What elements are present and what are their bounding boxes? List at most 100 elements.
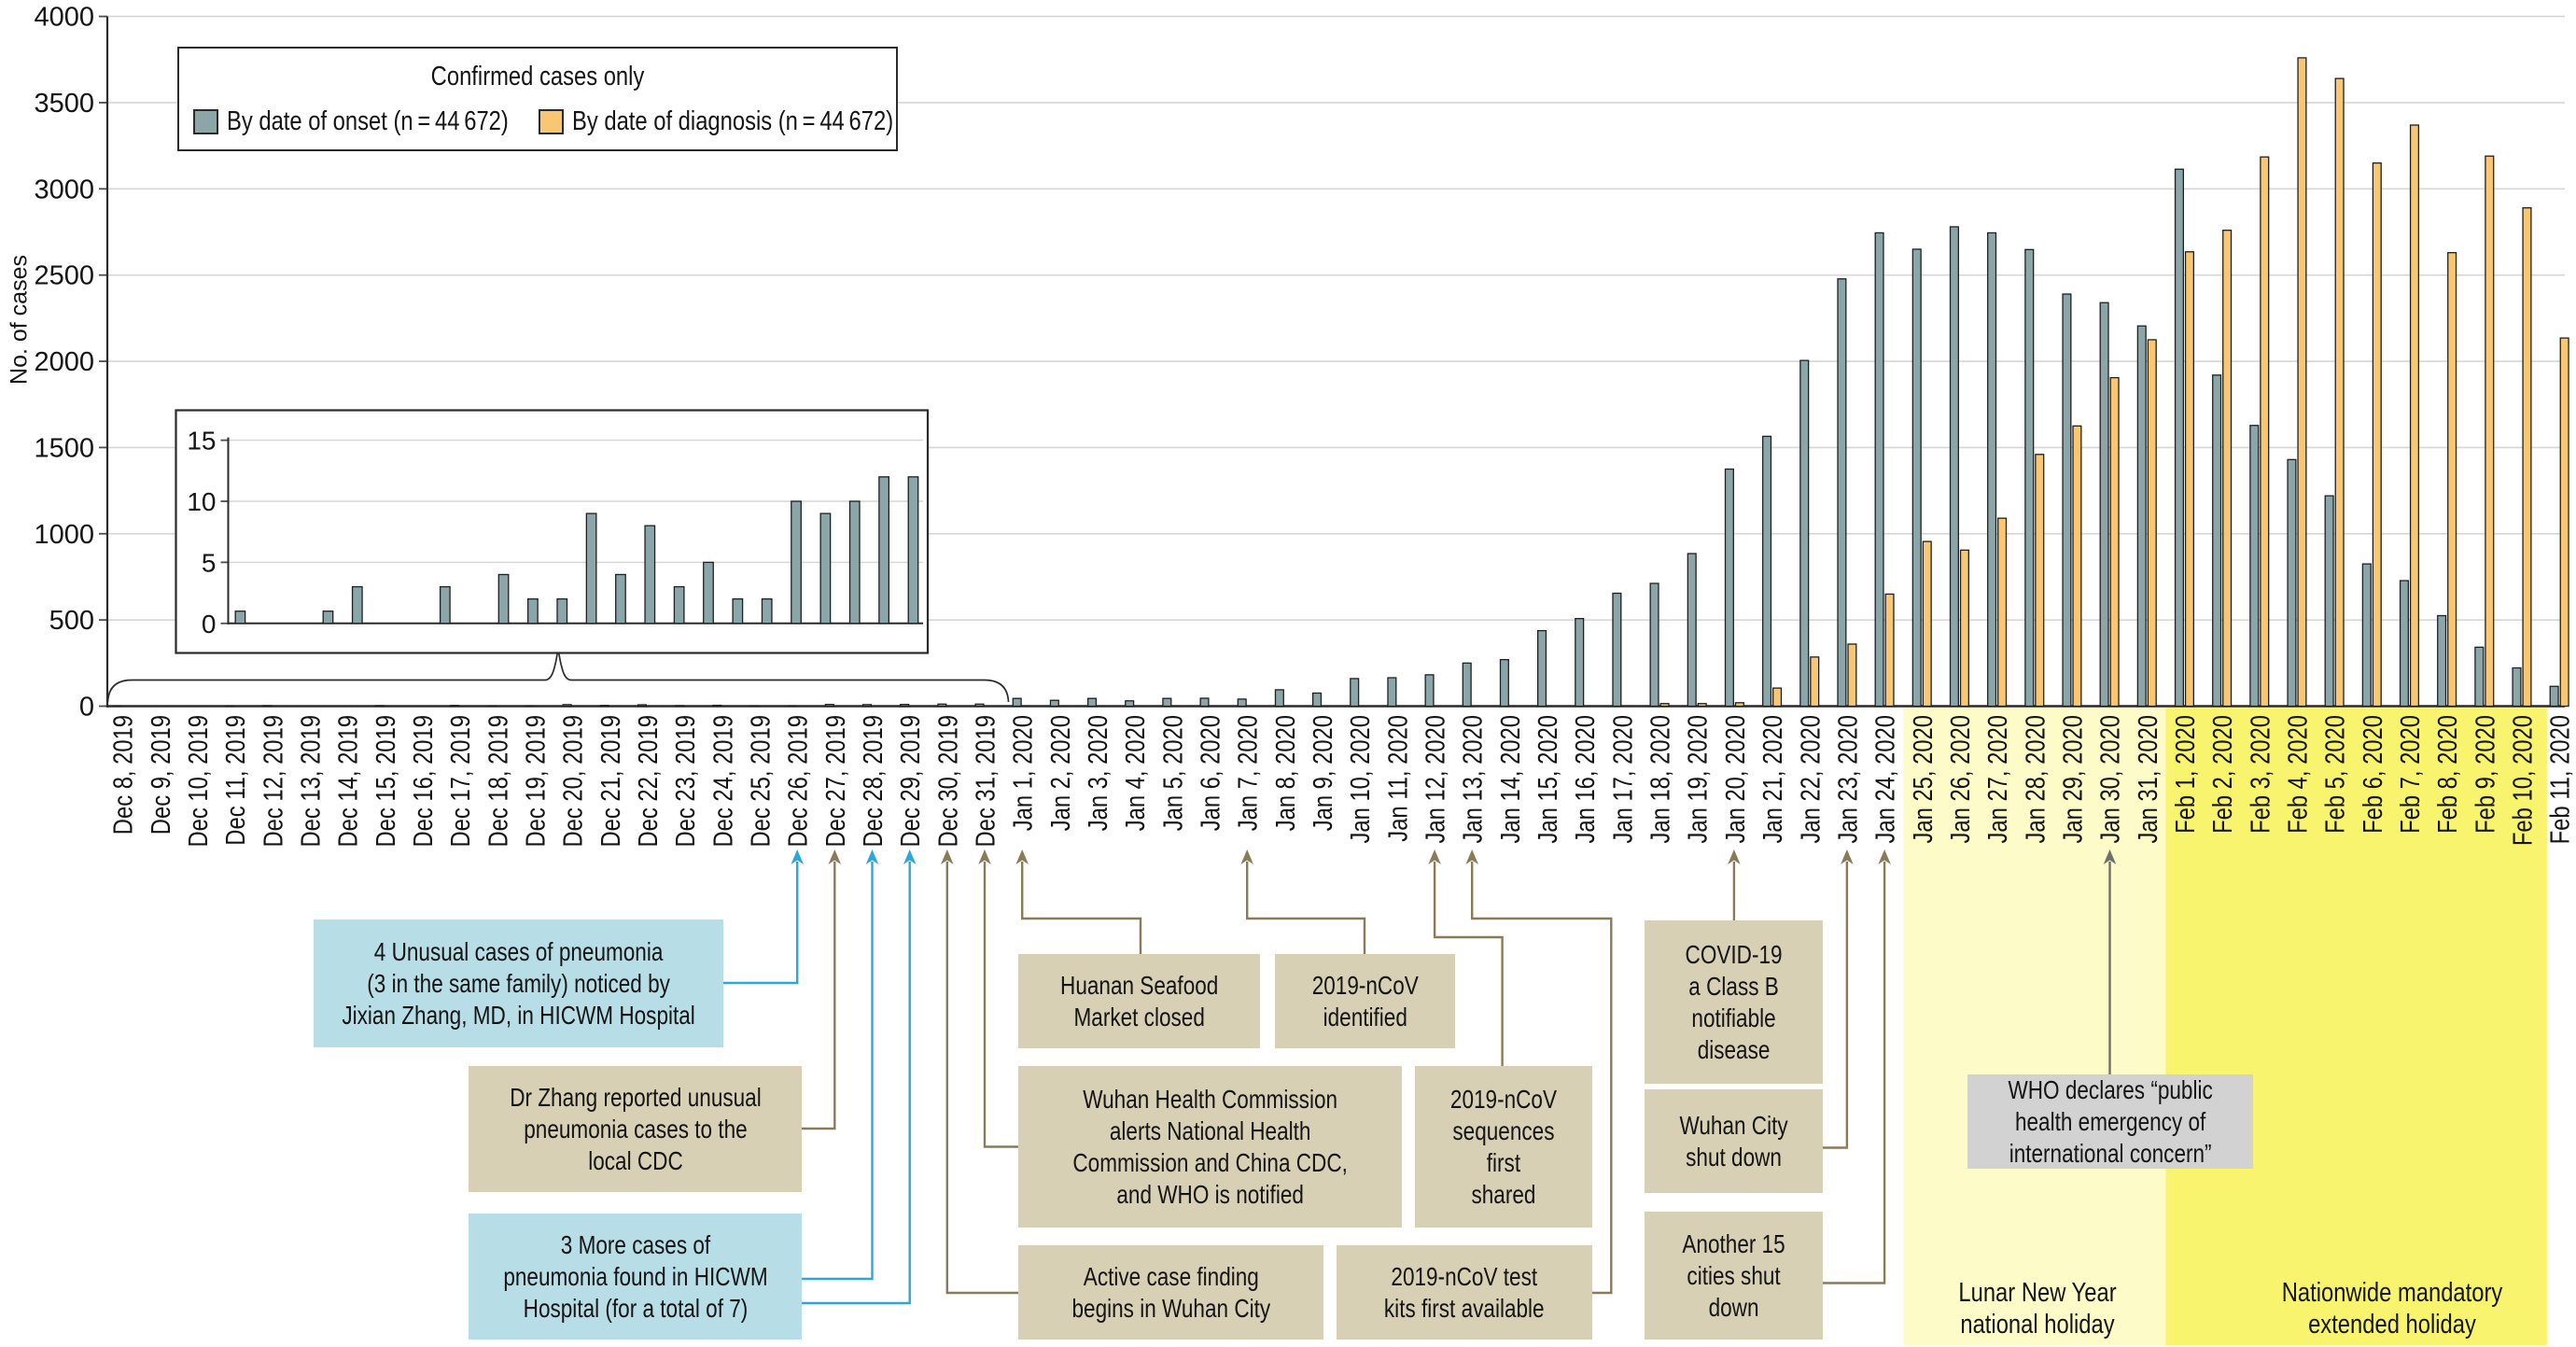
annotation-arrowhead xyxy=(1428,849,1441,864)
diagnosis-bar xyxy=(2035,454,2045,708)
annotation-text: 2019-nCoV sequences first shared xyxy=(1449,1084,1558,1209)
onset-bar xyxy=(2549,685,2559,708)
x-tick-label: Feb 11, 2020 xyxy=(2546,715,2576,844)
annotation-box-test-kits: 2019-nCoV test kits first available xyxy=(1337,1245,1592,1340)
x-tick-label: Jan 30, 2020 xyxy=(2096,715,2126,844)
annotation-text: Dr Zhang reported unusual pneumonia case… xyxy=(509,1082,762,1175)
annotation-arrowhead xyxy=(903,849,917,864)
inset-onset-bar xyxy=(819,512,832,624)
x-tick-label: Jan 23, 2020 xyxy=(1833,715,1863,844)
onset-bar xyxy=(2474,646,2485,708)
onset-bar xyxy=(1424,674,1435,708)
x-tick-label: Jan 21, 2020 xyxy=(1758,715,1788,844)
diagnosis-bar xyxy=(1884,593,1895,708)
diagnosis-bar xyxy=(1734,702,1744,708)
x-tick-label: Dec 12, 2019 xyxy=(259,715,288,848)
x-tick-label: Jan 8, 2020 xyxy=(1271,715,1301,831)
inset-onset-bar xyxy=(732,597,744,624)
diagnosis-bar xyxy=(2485,155,2495,708)
annotation-text: Another 15 cities shut down xyxy=(1682,1228,1785,1322)
x-tick-label: Jan 31, 2020 xyxy=(2134,715,2163,844)
onset-bar xyxy=(2399,580,2410,708)
x-tick-label: Dec 30, 2019 xyxy=(933,715,963,848)
onset-bar xyxy=(1499,658,1509,708)
inset-onset-bar xyxy=(527,597,539,624)
x-tick-label: Dec 8, 2019 xyxy=(109,715,139,835)
onset-bar xyxy=(2024,248,2035,708)
onset-bar xyxy=(374,705,385,708)
onset-bar xyxy=(1237,698,1247,708)
x-tick-label: Jan 27, 2020 xyxy=(1983,715,2013,844)
diagnosis-bar xyxy=(2372,161,2382,708)
annotation-arrowhead xyxy=(1841,849,1854,864)
onset-bar xyxy=(637,704,648,708)
x-tick-label: Feb 3, 2020 xyxy=(2246,715,2275,834)
y-tick-label: 1000 xyxy=(34,520,94,550)
inset-y-tick-label: 0 xyxy=(202,610,217,638)
y-tick-label: 0 xyxy=(79,693,94,723)
x-tick-label: Feb 5, 2020 xyxy=(2321,715,2351,834)
onset-bar xyxy=(2361,563,2372,708)
onset-bar xyxy=(824,704,834,708)
onset-bar xyxy=(2249,425,2260,708)
annotation-connector xyxy=(802,863,836,1130)
onset-bar xyxy=(450,705,460,708)
diagnosis-bar xyxy=(2297,57,2307,708)
x-tick-label: Jan 3, 2020 xyxy=(1084,715,1113,831)
annotation-arrowhead xyxy=(791,849,804,864)
onset-bar xyxy=(2437,614,2447,708)
y-tick-label: 4000 xyxy=(34,3,94,33)
annotation-connector xyxy=(1823,863,1886,1284)
x-tick-label: Jan 11, 2020 xyxy=(1383,715,1413,842)
x-tick-label: Jan 19, 2020 xyxy=(1684,715,1714,844)
onset-bar xyxy=(1049,699,1059,708)
x-tick-label: Dec 17, 2019 xyxy=(446,715,476,848)
y-tick-label: 2500 xyxy=(34,261,94,291)
inset-chart: 0 5 10 15 xyxy=(175,409,930,654)
y-tick-label: 3000 xyxy=(34,175,94,204)
x-tick-label: Jan 24, 2020 xyxy=(1871,715,1901,844)
x-tick-label: Jan 25, 2020 xyxy=(1909,715,1939,844)
x-tick-label: Dec 13, 2019 xyxy=(296,715,326,848)
annotation-arrowhead xyxy=(828,849,842,864)
diagnosis-bar xyxy=(2109,376,2120,708)
y-tick-label: 3500 xyxy=(34,89,94,119)
annotation-box-whc-alerts: Wuhan Health Commission alerts National … xyxy=(1018,1066,1402,1228)
x-tick-label: Dec 28, 2019 xyxy=(859,715,889,848)
diagnosis-bar xyxy=(2072,425,2082,708)
annotation-connector xyxy=(723,863,799,985)
x-tick-label: Feb 9, 2020 xyxy=(2471,715,2500,834)
holiday-label-1: Nationwide mandatory extended holiday xyxy=(2281,1278,2503,1340)
x-tick-label: Dec 29, 2019 xyxy=(896,715,926,848)
x-tick-label: Jan 17, 2020 xyxy=(1608,715,1638,844)
annotation-arrowhead xyxy=(1465,849,1478,864)
inset-y-tick-label: 15 xyxy=(187,427,216,456)
annotation-box-wuhan-shutdown: Wuhan City shut down xyxy=(1645,1089,1823,1193)
diagnosis-bar xyxy=(1959,549,1969,708)
onset-bar xyxy=(1612,592,1622,708)
annotation-box-ncov-identified: 2019-nCoV identified xyxy=(1275,954,1455,1048)
annotation-connector xyxy=(802,863,911,1305)
onset-bar xyxy=(1311,692,1323,708)
x-tick-label: Dec 26, 2019 xyxy=(784,715,814,848)
x-tick-label: Dec 15, 2019 xyxy=(371,715,401,848)
annotation-connector xyxy=(1245,863,1366,954)
annotation-box-market-closed: Huanan Seafood Market closed xyxy=(1018,954,1260,1048)
x-tick-label: Feb 4, 2020 xyxy=(2283,715,2313,834)
annotation-box-unusual-cases: 4 Unusual cases of pneumonia (3 in the s… xyxy=(314,919,723,1047)
x-tick-label: Feb 6, 2020 xyxy=(2359,715,2388,834)
onset-bar xyxy=(1837,278,1847,708)
onset-bar xyxy=(1537,629,1547,708)
inset-onset-bar xyxy=(615,573,626,624)
onset-bar xyxy=(1199,697,1210,708)
x-tick-label: Dec 27, 2019 xyxy=(821,715,851,848)
annotation-connector xyxy=(1470,863,1613,1295)
annotation-box-sequences-shared: 2019-nCoV sequences first shared xyxy=(1415,1066,1592,1228)
onset-bar xyxy=(1649,582,1659,708)
annotation-text: COVID-19 a Class B notifiable disease xyxy=(1685,939,1783,1064)
diagnosis-bar xyxy=(2184,251,2195,708)
x-tick-label: Dec 11, 2019 xyxy=(221,715,251,846)
onset-bar xyxy=(262,705,273,708)
inset-onset-bar xyxy=(556,597,568,624)
